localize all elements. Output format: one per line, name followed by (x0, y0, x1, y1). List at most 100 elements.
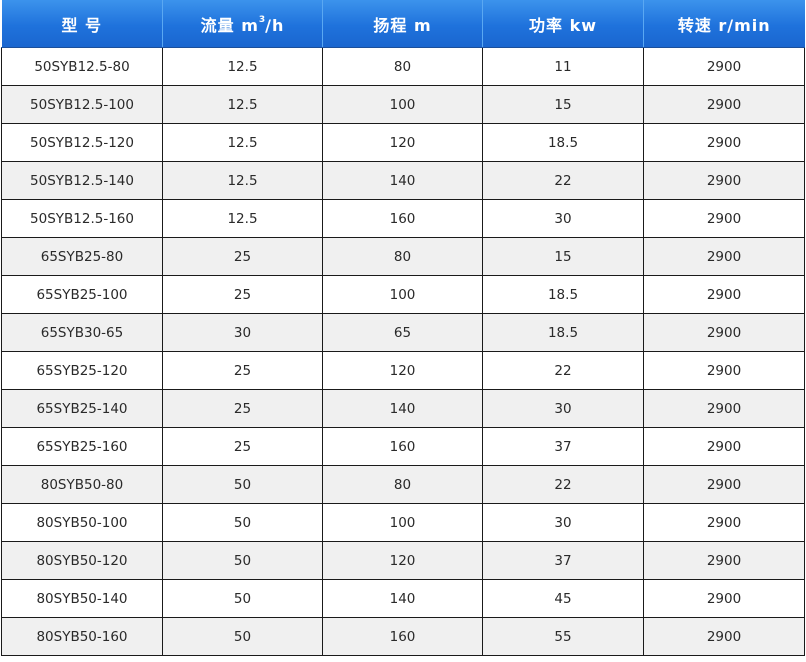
cell-head: 80 (322, 465, 483, 504)
cell-head: 160 (322, 427, 483, 466)
cell-head: 100 (322, 503, 483, 542)
cell-model: 65SYB25-80 (1, 237, 163, 276)
cell-power: 11 (482, 47, 644, 86)
table-row: 80SYB50-140 50 140 45 2900 (1, 579, 805, 618)
table-body: 50SYB12.5-80 12.5 80 11 2900 50SYB12.5-100 12.… (1, 47, 805, 656)
header-flow: 流量 m3/h (162, 0, 323, 48)
cell-flow: 25 (162, 351, 323, 390)
table-row: 65SYB25-120 25 120 22 2900 (1, 351, 805, 390)
cell-model: 65SYB25-140 (1, 389, 163, 428)
cell-model: 50SYB12.5-100 (1, 85, 163, 124)
cell-speed: 2900 (643, 541, 805, 580)
cell-head: 80 (322, 47, 483, 86)
cell-power: 30 (482, 389, 644, 428)
cell-model: 65SYB25-160 (1, 427, 163, 466)
cell-power: 30 (482, 503, 644, 542)
cell-flow: 25 (162, 389, 323, 428)
cell-speed: 2900 (643, 617, 805, 656)
cell-flow: 50 (162, 617, 323, 656)
table-row: 50SYB12.5-140 12.5 140 22 2900 (1, 161, 805, 200)
cell-head: 120 (322, 123, 483, 162)
cell-flow: 12.5 (162, 47, 323, 86)
cell-flow: 12.5 (162, 199, 323, 238)
cell-power: 15 (482, 237, 644, 276)
cell-speed: 2900 (643, 199, 805, 238)
cell-model: 80SYB50-160 (1, 617, 163, 656)
cell-head: 100 (322, 85, 483, 124)
cell-model: 50SYB12.5-80 (1, 47, 163, 86)
cell-power: 22 (482, 351, 644, 390)
cell-speed: 2900 (643, 275, 805, 314)
cell-head: 160 (322, 199, 483, 238)
header-row: 型 号 流量 m3/h 扬程 m 功率 kw 转速 r/min (1, 0, 805, 48)
cell-power: 18.5 (482, 275, 644, 314)
cell-flow: 25 (162, 427, 323, 466)
table-row: 50SYB12.5-80 12.5 80 11 2900 (1, 47, 805, 86)
header-model-label: 型 号 (61, 15, 103, 35)
cell-head: 160 (322, 617, 483, 656)
cell-speed: 2900 (643, 465, 805, 504)
cell-flow: 25 (162, 275, 323, 314)
cell-power: 22 (482, 161, 644, 200)
cell-flow: 50 (162, 579, 323, 618)
table-row: 80SYB50-100 50 100 30 2900 (1, 503, 805, 542)
table-row: 80SYB50-160 50 160 55 2900 (1, 617, 805, 656)
cell-model: 80SYB50-100 (1, 503, 163, 542)
cell-power: 30 (482, 199, 644, 238)
cell-flow: 12.5 (162, 161, 323, 200)
table-row: 65SYB30-65 30 65 18.5 2900 (1, 313, 805, 352)
header-speed-label: 转速 r/min (677, 15, 771, 35)
cell-model: 50SYB12.5-160 (1, 199, 163, 238)
cell-speed: 2900 (643, 161, 805, 200)
cell-power: 45 (482, 579, 644, 618)
table-row: 65SYB25-140 25 140 30 2900 (1, 389, 805, 428)
cell-speed: 2900 (643, 47, 805, 86)
cell-speed: 2900 (643, 579, 805, 618)
cell-power: 18.5 (482, 313, 644, 352)
cell-model: 50SYB12.5-140 (1, 161, 163, 200)
header-model: 型 号 (1, 0, 163, 48)
cell-head: 140 (322, 579, 483, 618)
cell-power: 37 (482, 427, 644, 466)
table-header: 型 号 流量 m3/h 扬程 m 功率 kw 转速 r/min (1, 0, 805, 48)
cell-speed: 2900 (643, 351, 805, 390)
cell-speed: 2900 (643, 123, 805, 162)
cell-speed: 2900 (643, 389, 805, 428)
table-row: 50SYB12.5-160 12.5 160 30 2900 (1, 199, 805, 238)
cell-flow: 50 (162, 465, 323, 504)
cell-power: 18.5 (482, 123, 644, 162)
cell-model: 80SYB50-80 (1, 465, 163, 504)
cell-head: 100 (322, 275, 483, 314)
table-row: 65SYB25-160 25 160 37 2900 (1, 427, 805, 466)
cell-flow: 12.5 (162, 123, 323, 162)
table-row: 50SYB12.5-120 12.5 120 18.5 2900 (1, 123, 805, 162)
header-flow-superscript: 3 (258, 15, 266, 26)
header-flow-label: 流量 m (200, 15, 259, 35)
cell-speed: 2900 (643, 313, 805, 352)
cell-flow: 30 (162, 313, 323, 352)
table-row: 65SYB25-80 25 80 15 2900 (1, 237, 805, 276)
header-flow-unit-tail: /h (265, 15, 285, 35)
cell-head: 80 (322, 237, 483, 276)
cell-head: 140 (322, 161, 483, 200)
cell-flow: 50 (162, 541, 323, 580)
header-speed: 转速 r/min (643, 0, 805, 48)
cell-flow: 50 (162, 503, 323, 542)
cell-head: 120 (322, 351, 483, 390)
cell-model: 65SYB30-65 (1, 313, 163, 352)
header-power-label: 功率 kw (529, 15, 597, 35)
cell-head: 140 (322, 389, 483, 428)
cell-speed: 2900 (643, 427, 805, 466)
table-row: 50SYB12.5-100 12.5 100 15 2900 (1, 85, 805, 124)
cell-speed: 2900 (643, 85, 805, 124)
table-row: 65SYB25-100 25 100 18.5 2900 (1, 275, 805, 314)
cell-model: 65SYB25-100 (1, 275, 163, 314)
cell-flow: 25 (162, 237, 323, 276)
cell-model: 80SYB50-140 (1, 579, 163, 618)
header-head-label: 扬程 m (373, 15, 432, 35)
table-row: 80SYB50-80 50 80 22 2900 (1, 465, 805, 504)
cell-power: 37 (482, 541, 644, 580)
cell-power: 22 (482, 465, 644, 504)
